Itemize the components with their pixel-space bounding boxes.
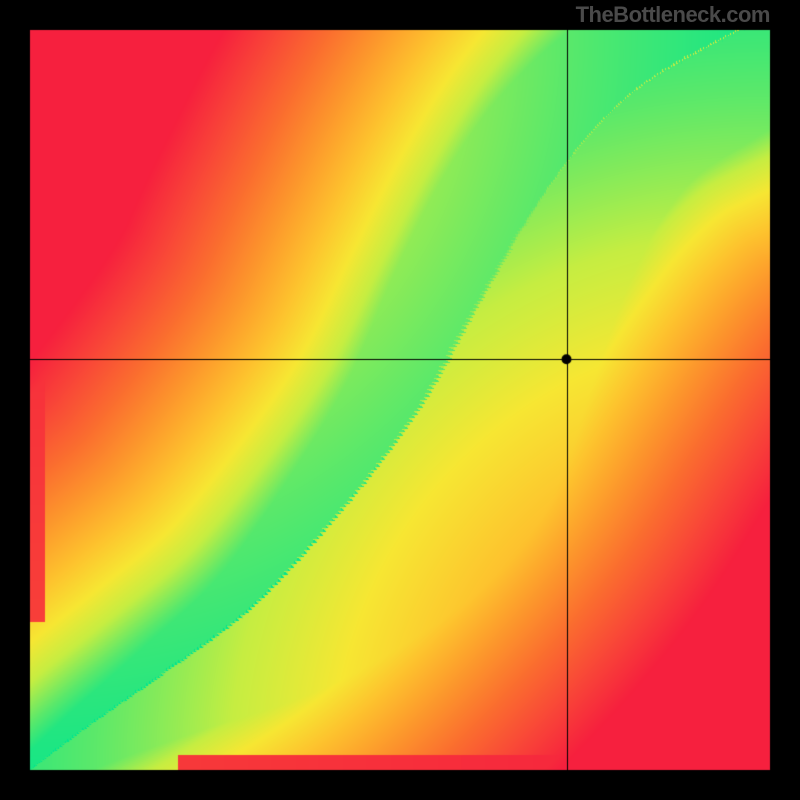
bottleneck-heatmap — [0, 0, 800, 800]
watermark-text: TheBottleneck.com — [576, 2, 770, 28]
